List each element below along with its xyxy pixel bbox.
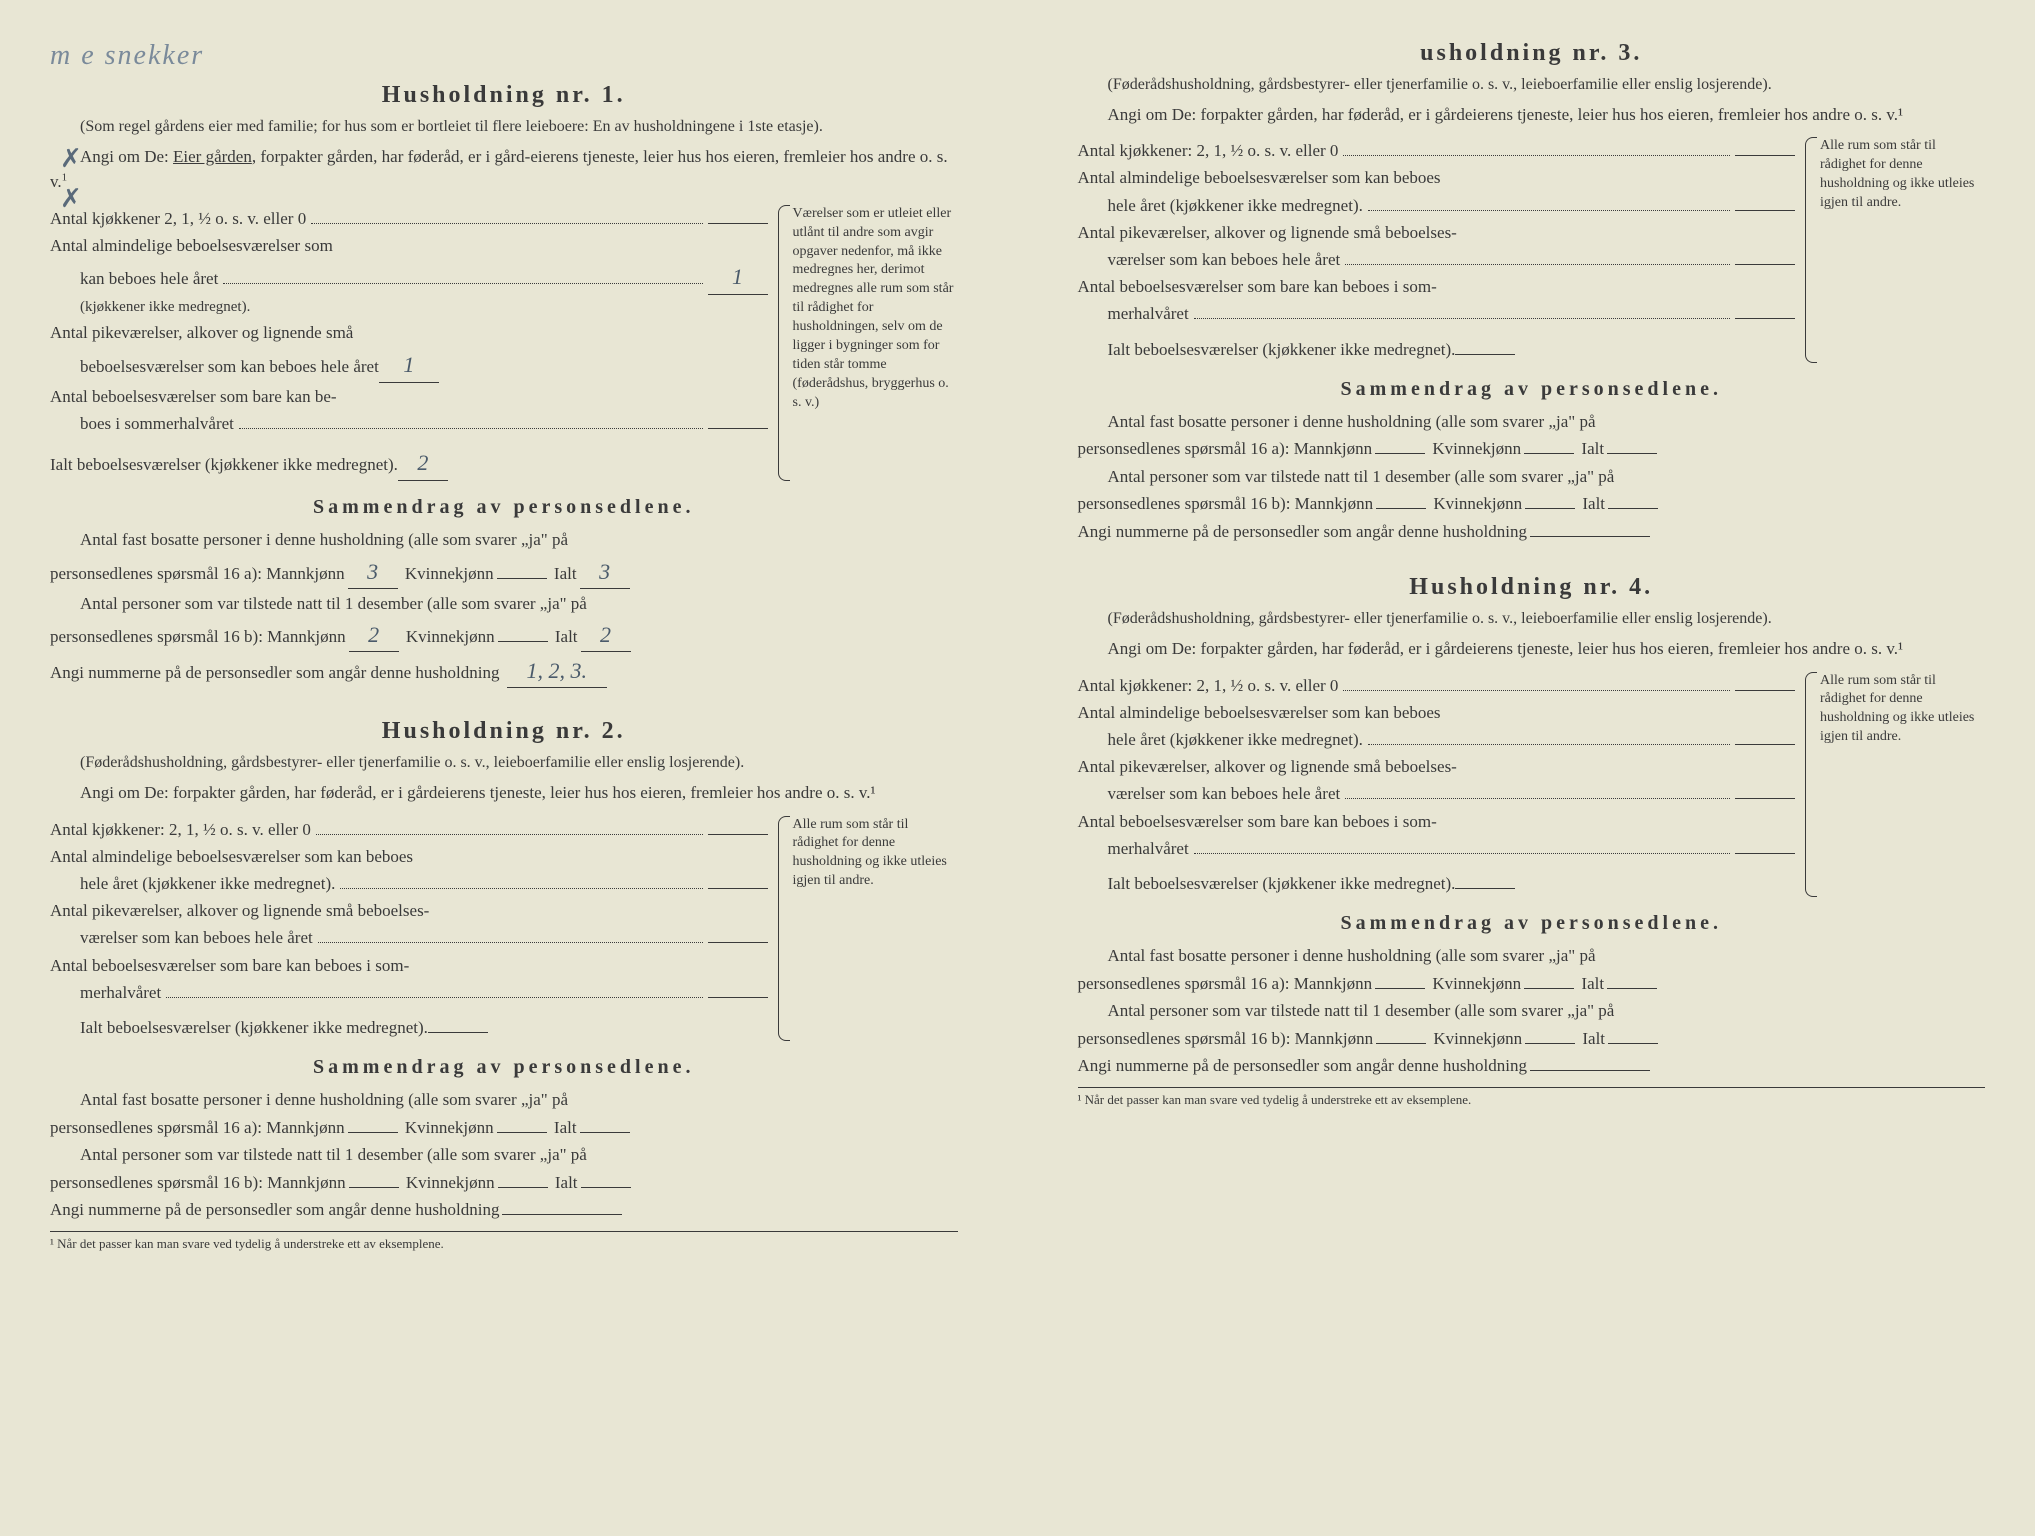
h1-title: Husholdning nr. 1. bbox=[50, 82, 958, 109]
summary-title: Sammendrag av personsedlene. bbox=[50, 496, 958, 519]
h2-row5: Ialt beboelsesværelser (kjøkkener ikke m… bbox=[80, 1014, 428, 1041]
x-mark: ✗ bbox=[60, 184, 82, 214]
h1-angi: Angi om De: Eier gården, forpakter gårde… bbox=[50, 144, 958, 195]
h2-sidenote: Alle rum som står til rådighet for denne… bbox=[778, 816, 958, 1042]
s3-title: Sammendrag av personsedlene. bbox=[1078, 378, 1986, 401]
h1-val5: 2 bbox=[398, 445, 448, 481]
h1-sidenote: Værelser som er utleiet eller utlånt til… bbox=[778, 205, 958, 482]
s4-l1a: Antal fast bosatte personer i denne hush… bbox=[1078, 943, 1986, 969]
h2-row2a: Antal almindelige beboelsesværelser som … bbox=[50, 843, 413, 870]
s1-l1a: Antal fast bosatte personer i denne hush… bbox=[50, 527, 958, 553]
h2-subtitle: (Føderådshusholdning, gårdsbestyrer- ell… bbox=[50, 753, 958, 774]
h1-row3a: Antal pikeværelser, alkover og lignende … bbox=[50, 319, 353, 346]
s1-l3: Angi nummerne på de personsedler som ang… bbox=[50, 654, 958, 688]
h3-row4a: Antal beboelsesværelser som bare kan beb… bbox=[1078, 273, 1437, 300]
h1-row2c: kan beboes hele året bbox=[80, 265, 218, 292]
s4-l3: Angi nummerne på de personsedler som ang… bbox=[1078, 1053, 1986, 1079]
s3-l1a: Antal fast bosatte personer i denne hush… bbox=[1078, 409, 1986, 435]
s2-l3: Angi nummerne på de personsedler som ang… bbox=[50, 1197, 958, 1223]
h3-row4b: merhalvåret bbox=[1108, 300, 1189, 327]
h4-row2a: Antal almindelige beboelsesværelser som … bbox=[1078, 699, 1441, 726]
h3-title: usholdning nr. 3. bbox=[1078, 40, 1986, 67]
household-2: Husholdning nr. 2. (Føderådshusholdning,… bbox=[50, 718, 958, 1251]
s3-l2a: Antal personer som var tilstede natt til… bbox=[1078, 464, 1986, 490]
h1-val2: 1 bbox=[708, 259, 768, 295]
s2-l1b: personsedlenes spørsmål 16 a): Mannkjønn… bbox=[50, 1115, 958, 1141]
s2-l2a: Antal personer som var tilstede natt til… bbox=[50, 1142, 958, 1168]
h4-form: Antal kjøkkener: 2, 1, ½ o. s. v. eller … bbox=[1078, 672, 1986, 898]
s4-l2a: Antal personer som var tilstede natt til… bbox=[1078, 998, 1986, 1024]
h2-form: Antal kjøkkener: 2, 1, ½ o. s. v. eller … bbox=[50, 816, 958, 1042]
h3-subtitle: (Føderådshusholdning, gårdsbestyrer- ell… bbox=[1078, 75, 1986, 96]
h4-row4a: Antal beboelsesværelser som bare kan beb… bbox=[1078, 808, 1437, 835]
household-1: Husholdning nr. 1. (Som regel gårdens ei… bbox=[50, 82, 958, 688]
h2-row3a: Antal pikeværelser, alkover og lignende … bbox=[50, 897, 429, 924]
h3-form: Antal kjøkkener: 2, 1, ½ o. s. v. eller … bbox=[1078, 137, 1986, 363]
s4-title: Sammendrag av personsedlene. bbox=[1078, 912, 1986, 935]
s2-l2b: personsedlenes spørsmål 16 b): Mannkjønn… bbox=[50, 1170, 958, 1196]
right-column: usholdning nr. 3. (Føderådshusholdning, … bbox=[1048, 20, 2016, 1516]
h3-row1: Antal kjøkkener: 2, 1, ½ o. s. v. eller … bbox=[1078, 137, 1339, 164]
h3-row2a: Antal almindelige beboelsesværelser som … bbox=[1078, 164, 1441, 191]
h4-row3a: Antal pikeværelser, alkover og lignende … bbox=[1078, 753, 1457, 780]
h4-sidenote: Alle rum som står til rådighet for denne… bbox=[1805, 672, 1985, 898]
h3-row2b: hele året (kjøkkener ikke medregnet). bbox=[1108, 192, 1363, 219]
s3-l3: Angi nummerne på de personsedler som ang… bbox=[1078, 519, 1986, 545]
s1-l2b: personsedlenes spørsmål 16 b): Mannkjønn… bbox=[50, 618, 958, 652]
h2-row3b: værelser som kan beboes hele året bbox=[80, 924, 313, 951]
h1-val3: 1 bbox=[379, 347, 439, 383]
s2-title: Sammendrag av personsedlene. bbox=[50, 1056, 958, 1079]
h4-title: Husholdning nr. 4. bbox=[1078, 574, 1986, 601]
x-mark: ✗ bbox=[60, 144, 82, 174]
s1-l2a: Antal personer som var tilstede natt til… bbox=[50, 591, 958, 617]
s4-l1b: personsedlenes spørsmål 16 a): Mannkjønn… bbox=[1078, 971, 1986, 997]
left-column: m e snekker Husholdning nr. 1. (Som rege… bbox=[20, 20, 988, 1516]
h1-subtitle: (Som regel gårdens eier med familie; for… bbox=[50, 117, 958, 138]
h1-row4a: Antal beboelsesværelser som bare kan be- bbox=[50, 383, 337, 410]
h2-angi: Angi om De: forpakter gården, har føderå… bbox=[50, 780, 958, 806]
s2-l1a: Antal fast bosatte personer i denne hush… bbox=[50, 1087, 958, 1113]
s1-l1b: personsedlenes spørsmål 16 a): Mannkjønn… bbox=[50, 555, 958, 589]
h1-row1: Antal kjøkkener 2, 1, ½ o. s. v. eller 0 bbox=[50, 205, 306, 232]
household-4: Husholdning nr. 4. (Føderådshusholdning,… bbox=[1078, 574, 1986, 1107]
h2-row1: Antal kjøkkener: 2, 1, ½ o. s. v. eller … bbox=[50, 816, 311, 843]
s3-l2b: personsedlenes spørsmål 16 b): Mannkjønn… bbox=[1078, 491, 1986, 517]
h1-form: Antal kjøkkener 2, 1, ½ o. s. v. eller 0… bbox=[50, 205, 958, 482]
footnote-left: ¹ Når det passer kan man svare ved tydel… bbox=[50, 1231, 958, 1252]
household-3: usholdning nr. 3. (Føderådshusholdning, … bbox=[1078, 40, 1986, 544]
h4-row3b: værelser som kan beboes hele året bbox=[1108, 780, 1341, 807]
handwriting-annotation: m e snekker bbox=[50, 40, 958, 72]
h1-row4b: boes i sommerhalvåret bbox=[80, 410, 234, 437]
h4-row4b: merhalvåret bbox=[1108, 835, 1189, 862]
h2-row4a: Antal beboelsesværelser som bare kan beb… bbox=[50, 952, 409, 979]
h4-row5: Ialt beboelsesværelser (kjøkkener ikke m… bbox=[1108, 870, 1456, 897]
footnote-right: ¹ Når det passer kan man svare ved tydel… bbox=[1078, 1087, 1986, 1108]
h4-row2b: hele året (kjøkkener ikke medregnet). bbox=[1108, 726, 1363, 753]
h4-subtitle: (Føderådshusholdning, gårdsbestyrer- ell… bbox=[1078, 609, 1986, 630]
h3-row3b: værelser som kan beboes hele året bbox=[1108, 246, 1341, 273]
h3-row3a: Antal pikeværelser, alkover og lignende … bbox=[1078, 219, 1457, 246]
h1-row2b: (kjøkkener ikke medregnet). bbox=[80, 295, 250, 319]
census-form-page: m e snekker Husholdning nr. 1. (Som rege… bbox=[20, 20, 2015, 1516]
h3-row5: Ialt beboelsesværelser (kjøkkener ikke m… bbox=[1108, 336, 1456, 363]
s3-l1b: personsedlenes spørsmål 16 a): Mannkjønn… bbox=[1078, 436, 1986, 462]
s4-l2b: personsedlenes spørsmål 16 b): Mannkjønn… bbox=[1078, 1026, 1986, 1052]
h3-angi: Angi om De: forpakter gården, har føderå… bbox=[1078, 102, 1986, 128]
h4-row1: Antal kjøkkener: 2, 1, ½ o. s. v. eller … bbox=[1078, 672, 1339, 699]
h3-sidenote: Alle rum som står til rådighet for denne… bbox=[1805, 137, 1985, 363]
h4-angi: Angi om De: forpakter gården, har føderå… bbox=[1078, 636, 1986, 662]
h1-row5: Ialt beboelsesværelser (kjøkkener ikke m… bbox=[50, 451, 398, 478]
h1-row3b: beboelsesværelser som kan beboes hele år… bbox=[80, 353, 379, 380]
h2-title: Husholdning nr. 2. bbox=[50, 718, 958, 745]
h1-row2: Antal almindelige beboelsesværelser som bbox=[50, 232, 333, 259]
h2-row4b: merhalvåret bbox=[80, 979, 161, 1006]
h2-row2b: hele året (kjøkkener ikke medregnet). bbox=[80, 870, 335, 897]
